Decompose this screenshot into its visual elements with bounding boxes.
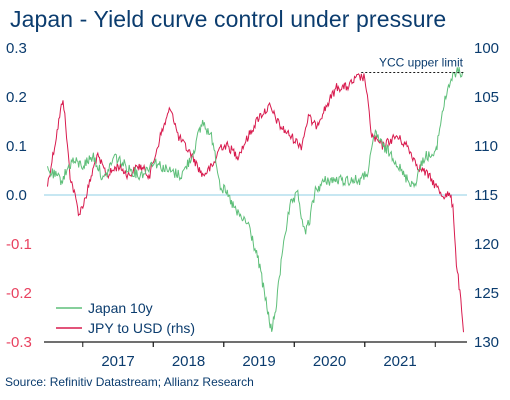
- y-right-tick-label: 120: [474, 236, 499, 253]
- series-line-japan-10y: [47, 67, 464, 332]
- y-right-tick-label: 125: [474, 285, 499, 302]
- chart-title: Japan - Yield curve control under pressu…: [10, 6, 447, 32]
- source-note: Source: Refinitiv Datastream; Allianz Re…: [5, 375, 254, 389]
- y-left-tick-label: 0.0: [6, 187, 27, 204]
- y-left-tick-label: 0.2: [6, 89, 27, 106]
- y-right-tick-label: 105: [474, 89, 499, 106]
- y-right-tick-label: 115: [474, 187, 498, 204]
- legend-label: Japan 10y: [88, 300, 153, 316]
- x-tick-label: 2017: [101, 353, 134, 370]
- x-tick-label: 2019: [242, 353, 275, 370]
- y-right-tick-label: 100: [474, 40, 499, 57]
- y-left-tick-label: -0.1: [6, 236, 32, 253]
- y-left-tick-label: -0.3: [6, 334, 32, 351]
- x-tick-label: 2018: [172, 353, 205, 370]
- series-line-jpy-usd: [47, 73, 464, 333]
- y-right-tick-label: 110: [474, 138, 498, 155]
- x-tick-label: 2021: [383, 353, 416, 370]
- y-left-tick-label: 0.3: [6, 40, 27, 57]
- legend-label: JPY to USD (rhs): [88, 320, 195, 336]
- y-left-tick-label: -0.2: [6, 285, 32, 302]
- y-right-tick-label: 130: [474, 334, 499, 351]
- x-tick-label: 2020: [313, 353, 346, 370]
- ycc-limit-label: YCC upper limit: [379, 56, 464, 70]
- y-left-tick-label: 0.1: [6, 138, 27, 155]
- chart: 0.3 0.2 0.1 0.0 -0.1 -0.2 -0.3 100 105 110 115 120…: [6, 40, 499, 370]
